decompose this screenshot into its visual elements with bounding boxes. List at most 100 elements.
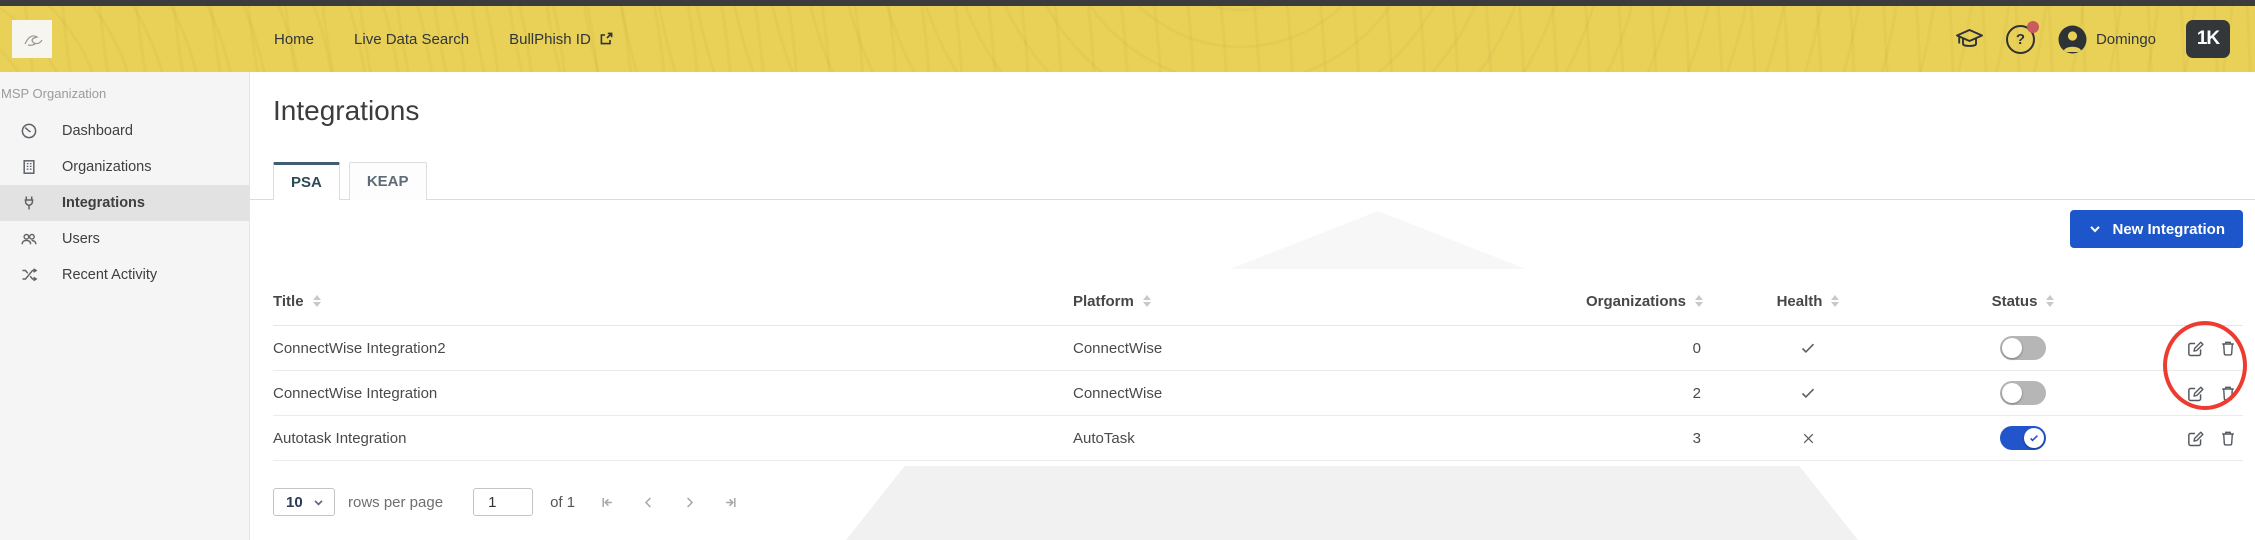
cell-status: [1913, 426, 2133, 450]
cell-health: [1703, 431, 1913, 446]
help-notification-badge: [2026, 20, 2039, 33]
nav-home[interactable]: Home: [274, 31, 314, 48]
kaseya-badge-icon[interactable]: 1K: [2186, 20, 2230, 58]
main-content: Integrations PSA KEAP New Integration Ti…: [250, 72, 2255, 540]
table-row: ConnectWise Integration ConnectWise 2: [273, 371, 2243, 416]
column-header-title[interactable]: Title: [273, 293, 1073, 310]
topbar-right: ? Domingo 1K: [1953, 20, 2230, 58]
tab-keap[interactable]: KEAP: [348, 162, 427, 200]
new-integration-button[interactable]: New Integration: [2070, 210, 2243, 248]
sort-icon[interactable]: [1831, 295, 1840, 307]
sidebar-item-integrations[interactable]: Integrations: [0, 185, 249, 221]
sort-icon[interactable]: [2046, 295, 2055, 307]
dashboard-icon: [20, 122, 38, 140]
sort-icon[interactable]: [312, 295, 321, 307]
sidebar-item-users[interactable]: Users: [0, 221, 249, 257]
next-page-icon: [687, 496, 694, 508]
toggle-check-icon: [2030, 435, 2038, 442]
integrations-table: Title Platform Organizations Health Stat…: [273, 277, 2243, 461]
sidebar-item-label: Integrations: [62, 195, 145, 211]
cell-actions: [2133, 429, 2243, 448]
edit-icon: [2188, 341, 2204, 356]
rows-per-page-value: 10: [286, 493, 303, 511]
column-header-status[interactable]: Status: [1913, 293, 2133, 310]
watermark-chevron: [846, 466, 1858, 540]
tab-psa-label: PSA: [291, 174, 322, 191]
page-title: Integrations: [273, 95, 420, 126]
sort-icon[interactable]: [1695, 295, 1703, 307]
sort-icon[interactable]: [1142, 295, 1151, 307]
prev-page-button[interactable]: [640, 494, 657, 511]
nav-live-data-search[interactable]: Live Data Search: [354, 31, 469, 48]
table-row: Autotask Integration AutoTask 3: [273, 416, 2243, 461]
nav-live-data-search-label: Live Data Search: [354, 30, 470, 48]
edit-button[interactable]: [2186, 429, 2205, 448]
tab-psa[interactable]: PSA: [273, 162, 340, 200]
table-header-row: Title Platform Organizations Health Stat…: [273, 277, 2243, 326]
delete-button[interactable]: [2219, 384, 2237, 403]
chevron-down-icon: [314, 499, 323, 506]
cell-status: [1913, 381, 2133, 405]
page-count-label: of 1: [550, 493, 576, 511]
first-page-button[interactable]: [599, 494, 616, 511]
delete-icon: [2222, 386, 2234, 401]
sidebar-item-label: Organizations: [62, 159, 152, 175]
sidebar-item-label: Recent Activity: [62, 267, 158, 283]
sidebar-item-organizations[interactable]: Organizations: [0, 149, 249, 185]
pagination-nav: [599, 494, 739, 511]
table-row: ConnectWise Integration2 ConnectWise 0: [273, 326, 2243, 371]
top-navigation-bar: Home Live Data Search BullPhish ID ?: [0, 6, 2255, 72]
logo-scribble-icon: [24, 35, 43, 46]
sidebar-item-recent-activity[interactable]: Recent Activity: [0, 257, 249, 293]
edit-button[interactable]: [2186, 339, 2205, 358]
last-page-button[interactable]: [722, 494, 739, 511]
nav-bullphish-id[interactable]: BullPhish ID: [509, 31, 614, 48]
cell-organizations: 3: [1692, 429, 1701, 447]
pagination-bar: 10 rows per page of 1: [273, 487, 2255, 517]
cell-organizations: 2: [1692, 384, 1701, 402]
external-link-icon: [600, 32, 613, 45]
edit-icon: [2188, 431, 2204, 446]
delete-button[interactable]: [2219, 339, 2237, 358]
column-header-organizations[interactable]: Organizations: [1573, 293, 1703, 310]
training-button[interactable]: [1953, 25, 1986, 53]
help-button[interactable]: ?: [2005, 20, 2039, 54]
health-fail-icon: [1803, 433, 1813, 443]
status-toggle-off[interactable]: [2000, 381, 2046, 405]
cell-platform: ConnectWise: [1073, 384, 1163, 402]
column-header-health[interactable]: Health: [1703, 293, 1913, 310]
topnav: Home Live Data Search BullPhish ID: [274, 31, 614, 48]
sidebar-item-label: Users: [62, 231, 100, 247]
toggle-knob: [2024, 428, 2044, 448]
toggle-knob: [2002, 383, 2022, 403]
graduation-cap-icon: [1956, 29, 1983, 47]
plug-icon: [20, 194, 38, 212]
column-header-platform[interactable]: Platform: [1073, 293, 1573, 310]
new-integration-label: New Integration: [2112, 220, 2225, 238]
sidebar-item-dashboard[interactable]: Dashboard: [0, 113, 249, 149]
delete-button[interactable]: [2219, 429, 2237, 448]
status-toggle-off[interactable]: [2000, 336, 2046, 360]
app-logo[interactable]: [12, 20, 52, 58]
tab-bar: PSA KEAP: [250, 162, 2255, 200]
rows-per-page-select[interactable]: 10: [273, 488, 335, 516]
cell-status: [1913, 336, 2133, 360]
page-number-input[interactable]: [473, 488, 534, 516]
shuffle-icon: [20, 266, 38, 284]
edit-button[interactable]: [2186, 384, 2205, 403]
cell-title: ConnectWise Integration2: [273, 339, 446, 357]
user-name: Domingo: [2095, 30, 2156, 48]
health-check-icon: [1801, 343, 1815, 354]
toggle-knob: [2002, 338, 2022, 358]
sidebar-list: Dashboard Organizations Integrations Use…: [0, 113, 249, 293]
health-check-icon: [1801, 388, 1815, 399]
delete-icon: [2222, 341, 2234, 356]
status-toggle-on[interactable]: [2000, 426, 2046, 450]
sidebar-section-label: MSP Organization: [1, 86, 107, 101]
next-page-button[interactable]: [681, 494, 698, 511]
delete-icon: [2222, 431, 2234, 446]
watermark-triangle: [1230, 211, 1526, 269]
column-label: Status: [1991, 292, 2038, 310]
chevron-down-icon: [2090, 226, 2101, 233]
user-menu[interactable]: Domingo: [2057, 24, 2156, 55]
